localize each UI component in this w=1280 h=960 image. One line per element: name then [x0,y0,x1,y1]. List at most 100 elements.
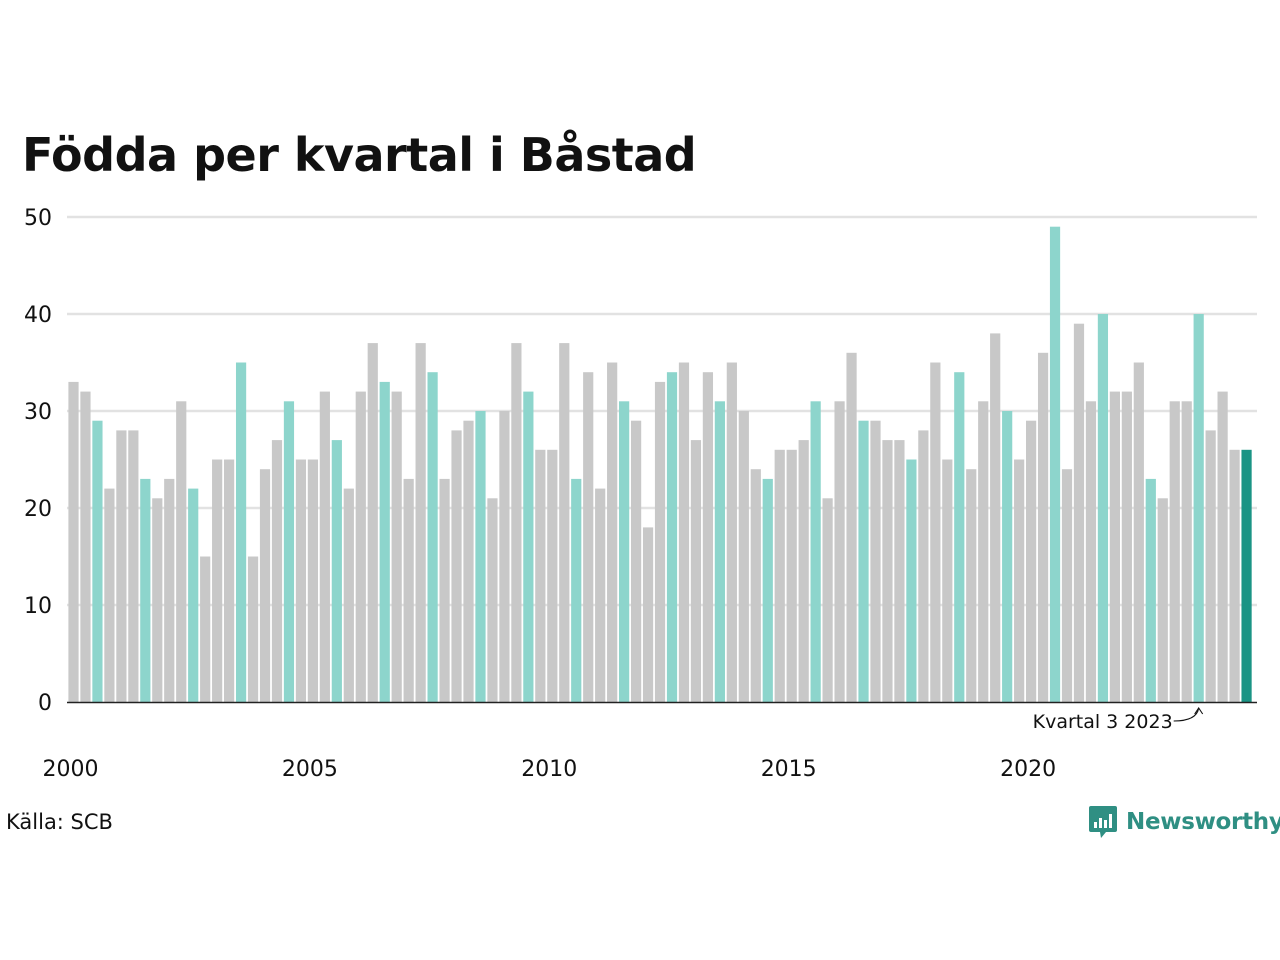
bar-78 [1002,411,1013,702]
bar-43 [583,372,594,702]
bar-75 [966,469,977,702]
bar-58 [762,478,773,702]
bar-76 [978,401,989,702]
bar-89 [1133,362,1144,702]
newsworthy-logo-icon [1089,806,1117,838]
bar-77 [990,333,1001,702]
bar-19 [295,459,307,702]
bar-63 [822,498,833,702]
bar-82 [1049,226,1061,702]
bar-17 [271,440,283,702]
bar-88 [1121,391,1132,702]
annotation-label: Kvartal 3 2023 [1033,711,1173,733]
bar-51 [678,362,690,702]
bar-40 [547,449,558,702]
y-tick-label-30: 30 [24,400,52,425]
bar-4 [116,430,127,702]
bar-0 [68,381,79,702]
bar-92 [1169,401,1180,702]
x-tick-label-2020: 2020 [1000,757,1056,782]
x-tick-label-2000: 2000 [43,757,99,782]
annotation-arrowhead [1194,707,1204,715]
source-note: Källa: SCB [6,810,113,834]
bar-20 [307,459,318,702]
bar-29 [415,343,426,702]
bar-97 [1229,449,1240,702]
x-tick-label-2010: 2010 [521,757,577,782]
bar-80 [1026,420,1037,702]
bar-21 [319,391,330,702]
bar-44 [595,488,606,702]
bar-79 [1014,459,1025,702]
bar-55 [726,362,737,702]
bar-49 [654,381,666,702]
bar-13 [224,459,235,702]
bar-87 [1109,391,1120,702]
bar-90 [1145,478,1156,702]
bar-81 [1037,352,1049,702]
bar-6 [140,478,151,702]
bar-93 [1181,401,1192,702]
bar-85 [1085,401,1097,702]
y-tick-label-0: 0 [38,691,52,716]
bar-15 [247,556,259,702]
bar-74 [954,372,965,702]
bar-47 [630,420,642,702]
bar-30 [427,372,438,702]
bar-9 [176,401,187,702]
bar-68 [882,440,893,702]
x-tick-label-2015: 2015 [761,757,817,782]
bar-24 [355,391,366,702]
bar-12 [212,459,223,702]
y-axis-ticks: 0 10 20 30 40 50 [24,206,52,716]
bar-50 [666,372,678,702]
bar-26 [379,381,390,702]
bar-96 [1217,391,1228,702]
brand-name: Newsworthy [1126,809,1280,835]
bar-5 [128,430,139,702]
bar-65 [846,352,857,702]
bar-60 [786,449,797,702]
bar-2 [92,420,103,702]
bar-71 [918,430,929,702]
bar-64 [834,401,845,702]
bar-56 [738,411,749,702]
bar-54 [714,401,725,702]
bar-10 [188,488,199,702]
bar-86 [1097,314,1109,702]
bar-35 [487,498,498,702]
annotation: Kvartal 3 2023 [1033,707,1204,733]
bar-83 [1061,469,1073,702]
bar-53 [702,372,714,702]
x-tick-label-2005: 2005 [282,757,338,782]
y-tick-label-50: 50 [24,206,52,231]
bar-73 [942,459,953,702]
bar-69 [894,440,905,702]
bars [68,226,1252,702]
bar-1 [80,391,91,702]
bar-94 [1193,314,1204,702]
bar-8 [164,478,175,702]
bar-67 [870,420,881,702]
y-tick-label-10: 10 [24,594,52,619]
bar-18 [283,401,295,702]
bar-33 [463,420,474,702]
bar-36 [499,411,510,702]
bar-98 [1241,449,1252,702]
bar-28 [403,478,414,702]
bar-45 [607,362,618,702]
bar-22 [331,440,342,702]
bar-95 [1205,430,1216,702]
bar-38 [523,391,534,702]
bar-62 [810,401,821,702]
bar-chart: 0 10 20 30 40 50 2000 2005 2010 2015 2020 Kvartal… [24,206,1257,782]
bar-14 [235,362,247,702]
bar-46 [619,401,630,702]
bar-32 [451,430,462,702]
annotation-arrow [1173,707,1200,722]
bar-42 [571,478,582,702]
bar-91 [1157,498,1168,702]
bar-48 [642,527,654,702]
brand-logo: Newsworthy [1088,804,1280,840]
bar-27 [391,391,402,702]
